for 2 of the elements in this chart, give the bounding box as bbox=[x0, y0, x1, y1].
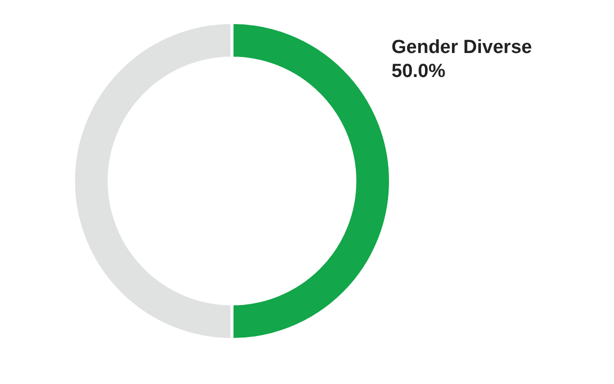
slice-label: Gender Diverse bbox=[392, 37, 532, 58]
data-label: 50.0% bbox=[392, 61, 446, 82]
